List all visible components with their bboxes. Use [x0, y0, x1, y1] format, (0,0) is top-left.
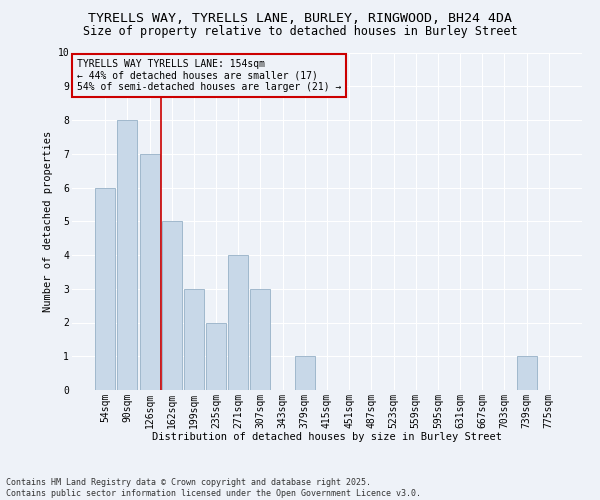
X-axis label: Distribution of detached houses by size in Burley Street: Distribution of detached houses by size …	[152, 432, 502, 442]
Text: Contains HM Land Registry data © Crown copyright and database right 2025.
Contai: Contains HM Land Registry data © Crown c…	[6, 478, 421, 498]
Bar	[95, 188, 115, 390]
Bar	[162, 221, 182, 390]
Bar	[228, 255, 248, 390]
Text: Size of property relative to detached houses in Burley Street: Size of property relative to detached ho…	[83, 25, 517, 38]
Bar	[140, 154, 160, 390]
Y-axis label: Number of detached properties: Number of detached properties	[43, 130, 53, 312]
Bar	[118, 120, 137, 390]
Bar	[517, 356, 536, 390]
Bar	[295, 356, 315, 390]
Bar	[206, 322, 226, 390]
Text: TYRELLS WAY, TYRELLS LANE, BURLEY, RINGWOOD, BH24 4DA: TYRELLS WAY, TYRELLS LANE, BURLEY, RINGW…	[88, 12, 512, 26]
Text: TYRELLS WAY TYRELLS LANE: 154sqm
← 44% of detached houses are smaller (17)
54% o: TYRELLS WAY TYRELLS LANE: 154sqm ← 44% o…	[77, 59, 341, 92]
Bar	[250, 289, 271, 390]
Bar	[184, 289, 204, 390]
